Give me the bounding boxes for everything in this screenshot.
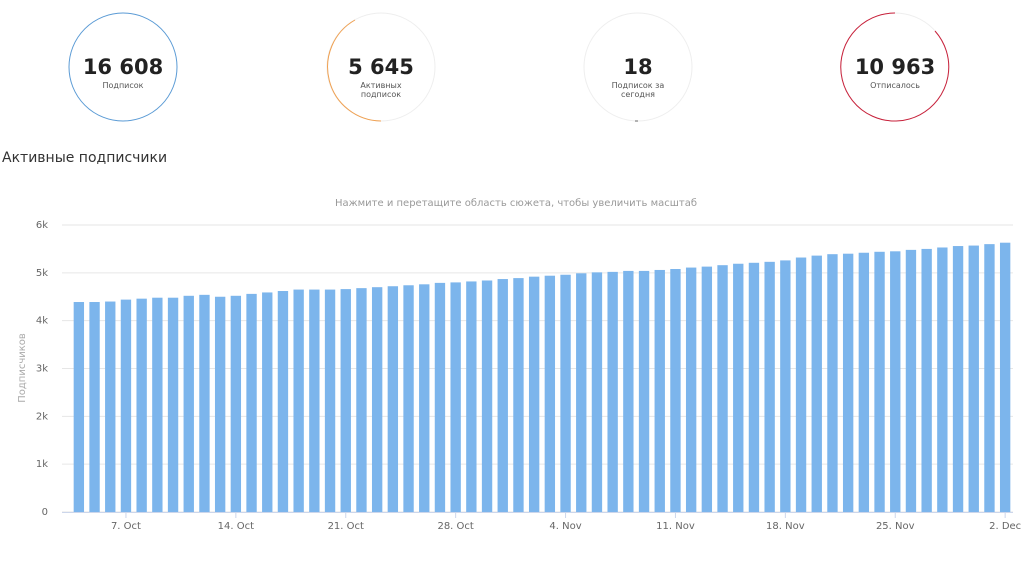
bar [199, 294, 210, 512]
bar [356, 288, 367, 512]
bar [89, 302, 100, 512]
bar [371, 287, 383, 512]
bar [293, 289, 304, 512]
bar [764, 261, 775, 512]
bar [984, 244, 995, 512]
bar [528, 276, 540, 512]
bar [733, 263, 744, 512]
bar [466, 281, 477, 512]
bar [120, 299, 132, 512]
x-tick-label: 28. Oct [437, 521, 473, 532]
bar [136, 298, 147, 512]
bar [152, 297, 163, 512]
bar [434, 282, 446, 512]
bar [544, 275, 556, 512]
bar [309, 289, 320, 512]
x-tick-label: 21. Oct [328, 521, 364, 532]
bar [921, 248, 932, 512]
bar [481, 280, 493, 512]
bar [937, 247, 948, 512]
bar [246, 293, 257, 512]
bar [890, 251, 901, 512]
stat-card: 16 608 Подписок [67, 11, 179, 123]
stat-card: 5 645 Активных подписок [325, 11, 437, 123]
bar [105, 301, 116, 512]
bar [230, 295, 242, 512]
bar [167, 297, 179, 512]
bar [858, 252, 870, 512]
chart-subtitle: Нажмите и перетащите область сюжета, что… [335, 198, 697, 209]
bar [670, 269, 681, 512]
bar [450, 282, 461, 512]
y-tick-label: 3k [36, 364, 48, 375]
y-axis-title: Подписчиков [17, 333, 28, 403]
stat-card: 10 963 Отписалось [839, 11, 951, 123]
bar [999, 242, 1011, 512]
stat-ring [583, 12, 693, 122]
bar [591, 272, 603, 512]
bar [183, 295, 194, 512]
bar [560, 274, 571, 512]
bar [387, 286, 399, 512]
bar [748, 262, 760, 512]
y-tick-label: 2k [36, 411, 48, 422]
bar [827, 254, 838, 512]
bar [874, 251, 885, 512]
bar [952, 246, 964, 512]
bar [419, 284, 430, 512]
y-tick-label: 4k [36, 316, 48, 327]
bar [73, 302, 85, 512]
stat-label: Активных подписок [360, 81, 402, 99]
bar [968, 245, 979, 512]
chart: Нажмите и перетащите область сюжета, что… [17, 198, 1021, 532]
x-tick-label: 7. Oct [111, 521, 141, 532]
bar [780, 260, 791, 512]
x-tick-label: 4. Nov [549, 521, 581, 532]
stat-value: 16 608 [82, 55, 164, 79]
bar [842, 253, 854, 512]
stat-ring [68, 12, 178, 122]
stat-ring [326, 12, 436, 122]
bar [513, 278, 524, 512]
y-tick-label: 5k [36, 268, 48, 279]
bar [607, 271, 618, 512]
stat-ring [840, 12, 950, 122]
bar [403, 285, 414, 512]
bar [623, 270, 634, 512]
section-title: Активные подписчики [2, 150, 168, 166]
bar [497, 279, 508, 512]
bar [576, 273, 587, 512]
stat-label: Подписок [102, 81, 144, 90]
bar [905, 249, 917, 512]
x-tick-label: 14. Oct [218, 521, 254, 532]
stat-label: Подписок за сегодня [611, 81, 665, 99]
bar [277, 291, 289, 512]
stat-label: Отписалось [870, 81, 920, 90]
bar [795, 257, 807, 512]
bar [638, 270, 650, 512]
bar [685, 267, 697, 512]
stat-card: 18 Подписок за сегодня [582, 11, 694, 123]
bar [214, 296, 226, 512]
bar [717, 265, 728, 512]
x-tick-label: 18. Nov [766, 521, 805, 532]
x-tick-label: 11. Nov [656, 521, 695, 532]
bar [811, 255, 822, 512]
y-tick-label: 1k [36, 459, 48, 470]
stat-value: 10 963 [854, 55, 936, 79]
bar [324, 289, 336, 512]
stat-value: 5 645 [348, 55, 414, 79]
bar [262, 292, 273, 512]
bar [654, 269, 665, 512]
x-tick-label: 25. Nov [876, 521, 915, 532]
y-tick-label: 6k [36, 220, 48, 231]
x-tick-label: 2. Dec [989, 521, 1021, 532]
bar [340, 289, 351, 512]
stat-value: 18 [623, 55, 653, 79]
bar [701, 266, 713, 512]
y-tick-label: 0 [42, 507, 48, 518]
